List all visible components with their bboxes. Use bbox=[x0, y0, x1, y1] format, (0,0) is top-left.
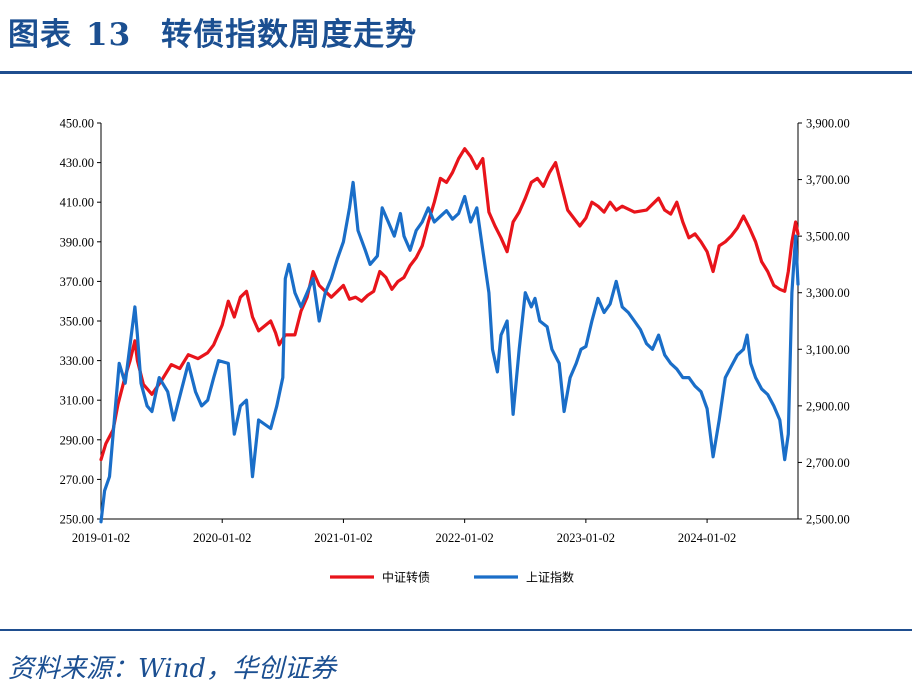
title-rule bbox=[0, 71, 912, 74]
figure-label: 图表 bbox=[8, 17, 72, 53]
right-tick-label: 2,700.00 bbox=[806, 456, 850, 470]
right-tick-label: 2,500.00 bbox=[806, 513, 850, 527]
figure-title-text: 转债指数周度走势 bbox=[161, 17, 418, 53]
left-tick-label: 450.00 bbox=[60, 117, 94, 131]
legend-label: 中证转债 bbox=[382, 570, 430, 585]
source-rule bbox=[0, 629, 912, 631]
right-tick-label: 3,300.00 bbox=[806, 286, 850, 300]
x-tick-label: 2020-01-02 bbox=[193, 531, 251, 545]
right-tick-label: 3,100.00 bbox=[806, 343, 850, 357]
left-tick-label: 310.00 bbox=[60, 394, 94, 408]
series-lines bbox=[99, 147, 800, 524]
series-line-convertible-bond-index bbox=[99, 147, 800, 462]
left-tick-label: 290.00 bbox=[60, 433, 94, 447]
left-tick-label: 370.00 bbox=[60, 275, 94, 289]
right-tick-label: 3,700.00 bbox=[806, 173, 850, 187]
left-tick-label: 270.00 bbox=[60, 473, 94, 487]
figure-title: 图表 13 转债指数周度走势 bbox=[8, 12, 417, 58]
source-note: 资料来源：Wind，华创证券 bbox=[8, 654, 336, 684]
legend-label: 上证指数 bbox=[526, 570, 574, 585]
series-line-shanghai-composite bbox=[99, 180, 800, 524]
left-tick-label: 330.00 bbox=[60, 354, 94, 368]
x-tick-label: 2019-01-02 bbox=[72, 531, 130, 545]
x-tick-label: 2021-01-02 bbox=[314, 531, 372, 545]
x-tick-label: 2023-01-02 bbox=[557, 531, 615, 545]
right-tick-label: 2,900.00 bbox=[806, 399, 850, 413]
figure-number: 13 bbox=[86, 17, 132, 53]
left-tick-label: 350.00 bbox=[60, 315, 94, 329]
left-tick-label: 250.00 bbox=[60, 513, 94, 527]
x-tick-label: 2024-01-02 bbox=[678, 531, 736, 545]
left-tick-label: 430.00 bbox=[60, 156, 94, 170]
right-tick-label: 3,500.00 bbox=[806, 230, 850, 244]
right-tick-label: 3,900.00 bbox=[806, 117, 850, 131]
left-tick-label: 390.00 bbox=[60, 235, 94, 249]
legend: 中证转债 上证指数 bbox=[330, 570, 574, 585]
left-tick-label: 410.00 bbox=[60, 196, 94, 210]
x-tick-label: 2022-01-02 bbox=[435, 531, 493, 545]
axes: 250.00 270.00 290.00 310.00 330.00 350.00 370.… bbox=[60, 117, 850, 546]
